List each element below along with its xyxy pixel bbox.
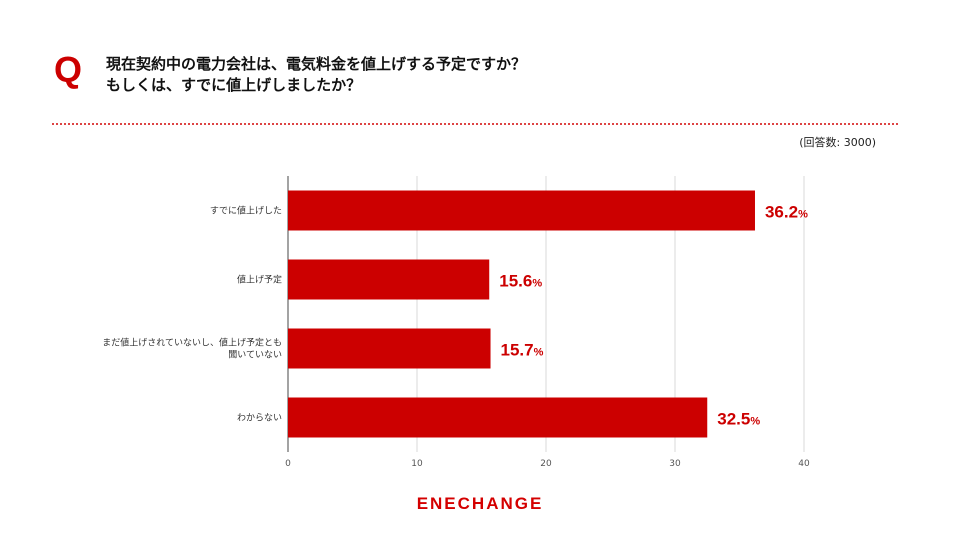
bar-2 <box>288 328 491 369</box>
x-tick-label: 30 <box>669 459 681 469</box>
x-tick-label: 0 <box>285 459 291 469</box>
bar-1 <box>288 259 490 300</box>
value-label: 15.7% <box>501 341 544 360</box>
bar-3 <box>288 397 708 438</box>
value-label: 15.6% <box>499 272 542 291</box>
question-mark-q: Q <box>54 49 83 90</box>
category-label: まだ値上げされていないし、値上げ予定とも <box>102 337 282 349</box>
respondents-note: (回答数: 3000) <box>799 136 876 149</box>
x-tick-label: 10 <box>411 459 423 469</box>
value-label: 36.2% <box>765 203 808 222</box>
x-tick-label: 40 <box>798 459 810 469</box>
value-label: 32.5% <box>717 410 760 429</box>
category-label: 値上げ予定 <box>237 274 282 286</box>
dotted-divider <box>52 123 898 125</box>
category-label: わからない <box>237 413 282 424</box>
question-line-2: もしくは、すでに値上げしましたか？ <box>106 76 362 94</box>
category-label: 聞いていない <box>228 350 282 361</box>
enechange-logo: ENECHANGE <box>416 494 544 513</box>
category-label: すでに値上げした <box>210 205 282 217</box>
x-tick-label: 20 <box>540 459 552 469</box>
question-line-1: 現在契約中の電力会社は、電気料金を値上げする予定ですか？ <box>106 55 527 73</box>
bar-0 <box>288 190 755 231</box>
question-text: 現在契約中の電力会社は、電気料金を値上げする予定ですか？ もしくは、すでに値上げ… <box>106 54 526 96</box>
